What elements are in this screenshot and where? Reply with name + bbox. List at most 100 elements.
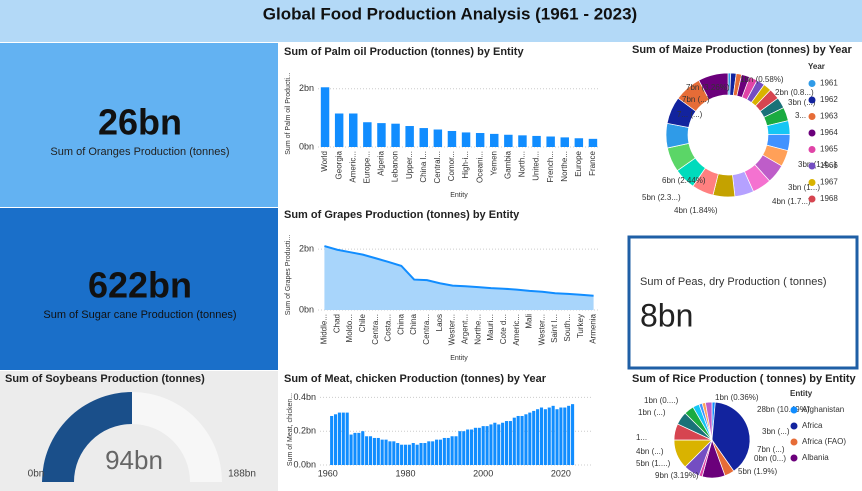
chart-title: Sum of Palm oil Production (tonnes) by E… xyxy=(284,46,524,58)
x-tick-label: Americ... xyxy=(348,151,357,183)
bar xyxy=(512,417,516,465)
bar xyxy=(377,123,386,147)
bar xyxy=(588,138,598,147)
y-tick-label: 2bn xyxy=(299,244,314,254)
x-tick-label: Laos xyxy=(435,314,444,331)
x-tick-label: Mali xyxy=(525,314,534,329)
card-label: Sum of Peas, dry Production ( tonnes) xyxy=(640,276,826,288)
gauge-value xyxy=(42,392,132,482)
bar xyxy=(477,427,481,465)
data-label: 1bn (0.36%) xyxy=(715,393,759,402)
bar xyxy=(543,409,547,465)
y-tick-label: 0.4bn xyxy=(293,392,316,402)
card-value: 8bn xyxy=(640,297,693,333)
x-tick-label: 2020 xyxy=(551,468,571,478)
card xyxy=(0,43,278,207)
bar xyxy=(415,444,419,465)
x-tick-label: Comor... xyxy=(447,151,456,181)
x-tick-label: Central... xyxy=(433,151,442,183)
data-label: 7bn (3.26%) xyxy=(686,83,730,92)
slice xyxy=(704,401,713,441)
card-label: Sum of Sugar cane Production (tonnes) xyxy=(43,309,236,321)
bar xyxy=(528,412,532,465)
data-label: 4bn (1.7...) xyxy=(772,197,811,206)
bar xyxy=(461,132,471,147)
data-label: 0bn (0...) xyxy=(754,454,786,463)
x-tick-label: Chile xyxy=(358,313,367,332)
bar xyxy=(392,441,396,465)
y-tick-label: 0.2bn xyxy=(293,426,316,436)
x-tick-label: Centra... xyxy=(422,314,431,345)
bar xyxy=(431,441,435,465)
x-tick-label: Argent... xyxy=(461,314,470,344)
bar xyxy=(353,432,357,465)
gauge-value-label: 94bn xyxy=(105,445,163,475)
legend-label: 1961 xyxy=(820,79,838,88)
data-label: 6bn (2.44%) xyxy=(662,176,706,185)
x-tick-label: Northe... xyxy=(473,314,482,345)
bar xyxy=(454,436,458,465)
bar xyxy=(333,414,338,465)
y-axis-title: Sum of Grapes Producti... xyxy=(285,235,292,316)
x-tick-label: Centra... xyxy=(371,314,380,345)
legend-label: 1962 xyxy=(820,95,838,104)
bar xyxy=(450,436,454,465)
x-tick-label: 2000 xyxy=(473,468,493,478)
y-tick-label: 0bn xyxy=(299,141,314,151)
bar xyxy=(574,138,584,147)
bar xyxy=(485,426,489,465)
x-tick-label: Europe... xyxy=(362,151,371,183)
legend-swatch xyxy=(790,454,798,462)
bar xyxy=(560,137,569,147)
bar xyxy=(466,429,470,465)
slice xyxy=(711,401,751,472)
legend-label: Afghanistan xyxy=(802,405,844,414)
bar xyxy=(490,133,499,147)
bar xyxy=(363,122,372,147)
bar xyxy=(411,443,415,465)
bar xyxy=(489,424,493,465)
chart-title: Sum of Soybeans Production (tonnes) xyxy=(5,373,205,385)
bar xyxy=(497,424,501,465)
bar xyxy=(481,426,485,465)
bar xyxy=(427,441,431,465)
bar xyxy=(571,404,575,465)
x-tick-label: Upper... xyxy=(405,151,414,179)
bar xyxy=(376,437,380,465)
data-label: 5bn (2.3...) xyxy=(642,193,681,202)
bar xyxy=(357,432,361,465)
card xyxy=(0,208,278,370)
bar xyxy=(475,133,485,147)
data-label: 2bn (0.8...) xyxy=(775,88,814,97)
legend-swatch xyxy=(790,406,798,414)
legend-label: 1967 xyxy=(820,178,838,187)
legend-swatch xyxy=(808,96,816,104)
card-label: Sum of Oranges Production (tonnes) xyxy=(50,146,229,158)
x-tick-label: Middle... xyxy=(320,314,329,344)
x-tick-label: Chad xyxy=(332,314,341,333)
bar xyxy=(361,431,365,465)
bar xyxy=(320,87,330,147)
data-label: 7bn (...) xyxy=(757,445,785,454)
bar xyxy=(520,415,524,465)
data-label: 3bn (...) xyxy=(762,427,790,436)
legend-label: Africa (FAO) xyxy=(802,437,846,446)
x-tick-label: Mauri... xyxy=(486,314,495,341)
legend-swatch xyxy=(808,179,816,186)
bar xyxy=(504,421,509,465)
y-axis-title: Sum of Palm oil Producti... xyxy=(285,72,292,155)
data-label: 28bn (10.49%) xyxy=(757,405,810,414)
x-tick-label: China xyxy=(409,313,418,334)
data-label: 3... xyxy=(795,111,806,120)
bar xyxy=(391,123,400,147)
bar xyxy=(337,412,341,465)
bar xyxy=(559,407,563,465)
bar xyxy=(518,135,527,147)
legend-label: Africa xyxy=(802,421,823,430)
x-tick-label: China l... xyxy=(419,151,428,183)
x-tick-label: Georgia xyxy=(334,150,343,179)
bar xyxy=(368,436,373,465)
title-band xyxy=(0,0,862,42)
legend-swatch xyxy=(790,438,798,446)
bar xyxy=(501,422,505,465)
